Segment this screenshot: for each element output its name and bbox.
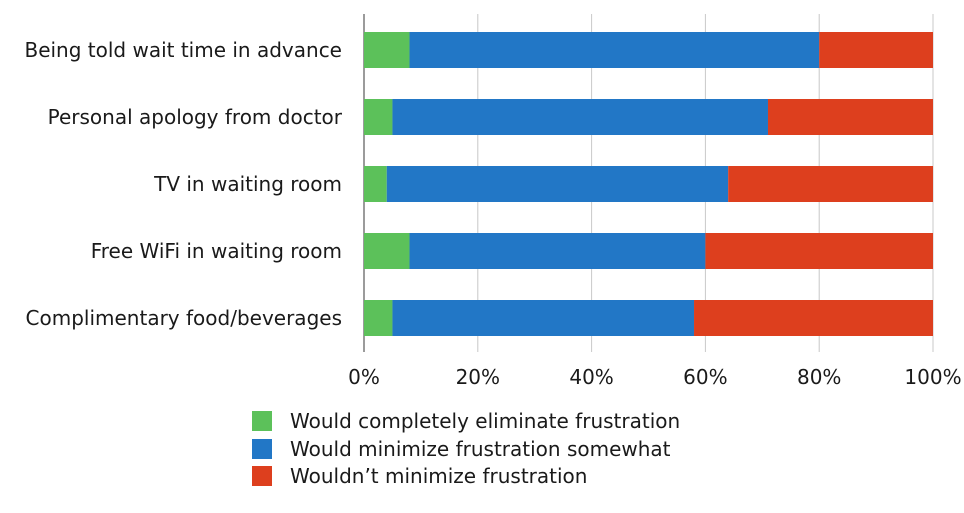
category-label: Being told wait time in advance <box>24 38 342 62</box>
bar-segment-5-3 <box>694 300 933 336</box>
bar-segment-1-2 <box>409 32 820 68</box>
category-label: Free WiFi in waiting room <box>91 239 342 263</box>
x-tick-label: 20% <box>456 365 500 389</box>
category-labels: Being told wait time in advance Personal … <box>24 38 342 330</box>
category-label: Personal apology from doctor <box>48 105 343 129</box>
bar-segment-2-3 <box>767 99 933 135</box>
bar-segment-1-3 <box>819 32 933 68</box>
bar-segment-5-1 <box>364 300 393 336</box>
legend: Would completely eliminate frustration Wo… <box>252 409 680 488</box>
legend-label: Would completely eliminate frustration <box>290 409 680 433</box>
x-tick-labels: 0% 20% 40% 60% 80% 100% <box>348 365 961 389</box>
legend-swatch <box>252 466 272 486</box>
category-label: TV in waiting room <box>153 172 342 196</box>
bar-segment-2-1 <box>364 99 393 135</box>
bar-segment-5-2 <box>392 300 695 336</box>
bar-segment-4-3 <box>705 233 933 269</box>
bar-segment-1-1 <box>364 32 410 68</box>
legend-swatch <box>252 439 272 459</box>
x-tick-label: 0% <box>348 365 380 389</box>
bar-segment-4-1 <box>364 233 410 269</box>
x-tick-label: 40% <box>569 365 613 389</box>
x-tick-label: 80% <box>797 365 841 389</box>
x-tick-label: 60% <box>683 365 727 389</box>
legend-swatch <box>252 411 272 431</box>
bar-segment-3-2 <box>386 166 729 202</box>
x-tick-label: 100% <box>904 365 961 389</box>
bar-segment-3-3 <box>728 166 933 202</box>
legend-label: Would minimize frustration somewhat <box>290 437 671 461</box>
legend-label: Wouldn’t minimize frustration <box>290 464 587 488</box>
category-label: Complimentary food/beverages <box>26 306 342 330</box>
bars <box>364 32 933 336</box>
bar-segment-3-1 <box>364 166 387 202</box>
bar-segment-2-2 <box>392 99 768 135</box>
bar-segment-4-2 <box>409 233 706 269</box>
